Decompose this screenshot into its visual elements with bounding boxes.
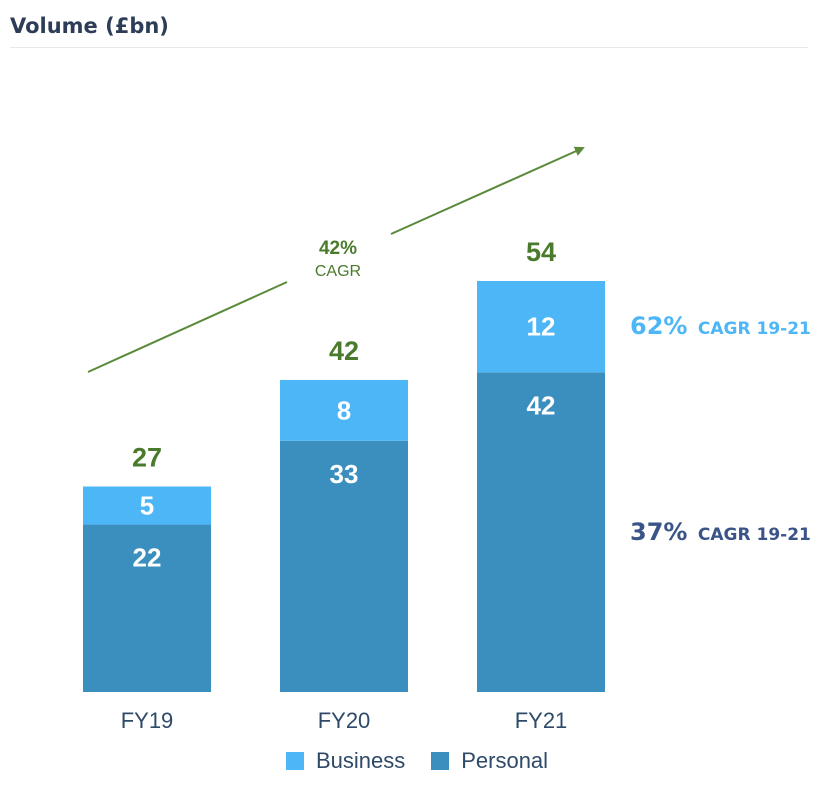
label-business-fy19: 5 xyxy=(140,491,154,521)
personal-cagr-label: CAGR 19-21 xyxy=(698,525,811,545)
legend-label-business: Business xyxy=(315,748,406,773)
title-divider xyxy=(10,47,808,48)
label-total-fy20: 42 xyxy=(329,336,359,366)
label-business-fy20: 8 xyxy=(337,395,351,425)
label-personal-fy21: 42 xyxy=(527,390,556,420)
label-total-fy19: 27 xyxy=(132,443,162,473)
bar-business-fy20 xyxy=(280,379,408,441)
overall-cagr-value: 42% xyxy=(319,238,357,259)
legend-swatch-personal xyxy=(431,752,450,770)
legend-item-business: Business xyxy=(285,748,406,774)
bar-business-fy19 xyxy=(83,486,211,525)
bars-group xyxy=(83,281,605,692)
legend-item-personal: Personal xyxy=(431,748,548,774)
label-personal-fy20: 33 xyxy=(330,459,359,489)
legend-swatch-business xyxy=(285,752,304,770)
bar-personal-fy19 xyxy=(83,524,211,692)
stacked-bar-chart: 22 5 27 FY19 33 8 42 FY20 42 12 54 FY21 42% CAGR 62… xyxy=(83,146,811,733)
x-tick-fy20: FY20 xyxy=(318,708,371,733)
legend: Business Personal xyxy=(0,748,834,774)
chart-title: Volume (£bn) xyxy=(10,14,169,38)
x-tick-fy19: FY19 xyxy=(121,708,174,733)
business-cagr-label: CAGR 19-21 xyxy=(698,319,811,339)
legend-label-personal: Personal xyxy=(461,748,549,773)
bar-personal-fy21 xyxy=(477,372,605,692)
label-business-fy21: 12 xyxy=(527,312,556,342)
personal-cagr-value: 37% xyxy=(630,518,687,546)
cagr-arrow-segment-1 xyxy=(87,281,288,373)
x-tick-fy21: FY21 xyxy=(515,708,568,733)
business-cagr-value: 62% xyxy=(630,312,687,340)
labels-group: 22 5 27 FY19 33 8 42 FY20 42 12 54 FY21 xyxy=(121,237,568,733)
label-personal-fy19: 22 xyxy=(133,543,162,573)
overall-cagr-label: CAGR xyxy=(315,263,361,280)
personal-cagr-annotation: 37% CAGR 19-21 xyxy=(630,518,811,546)
business-cagr-annotation: 62% CAGR 19-21 xyxy=(630,312,811,340)
cagr-arrow-segment-2 xyxy=(390,146,585,235)
bar-personal-fy20 xyxy=(280,440,408,692)
bar-business-fy21 xyxy=(477,281,605,373)
label-total-fy21: 54 xyxy=(526,237,556,267)
